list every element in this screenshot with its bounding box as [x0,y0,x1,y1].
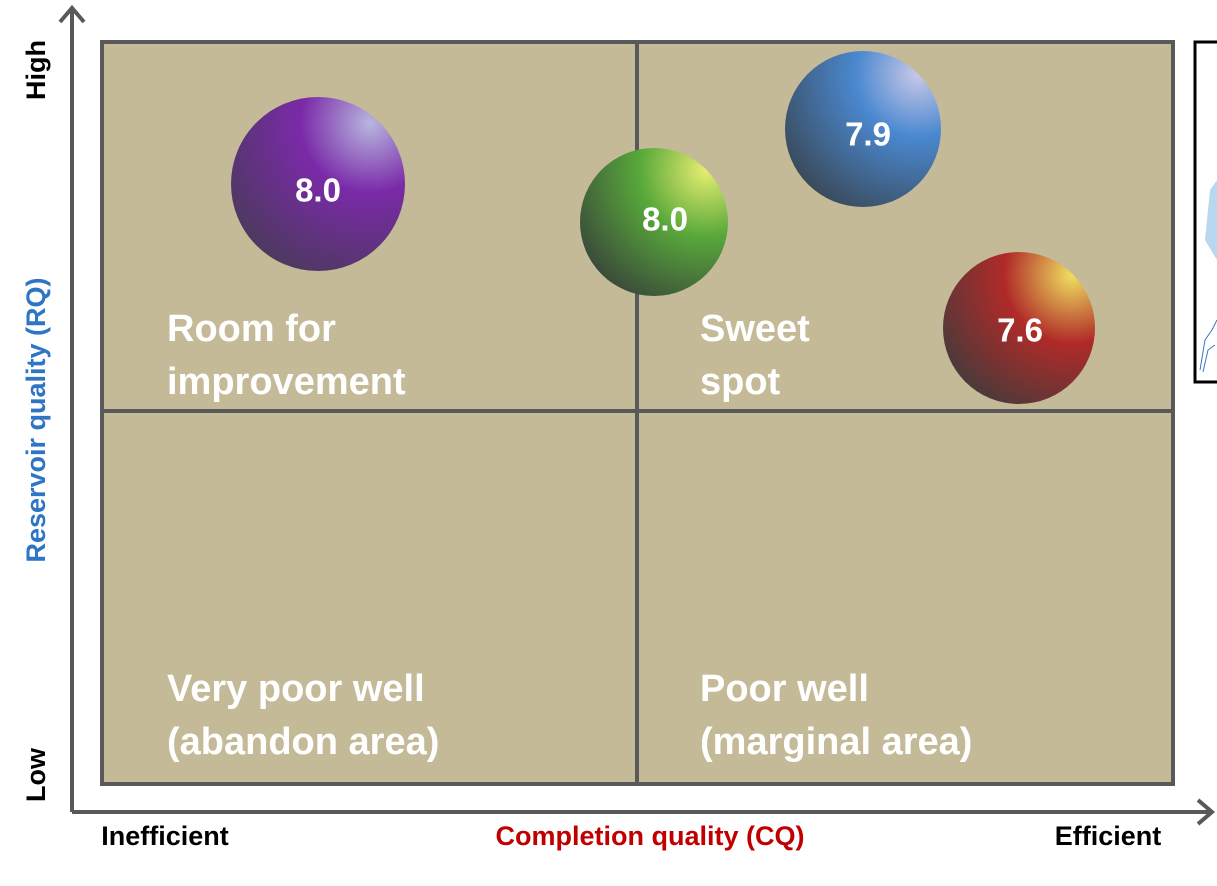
bubble-label: 7.6 [997,312,1043,349]
bubble [943,252,1095,404]
quadrant-label: Sweet [700,308,810,350]
bubble [580,148,728,296]
bubble [231,97,405,271]
axes [58,4,1216,826]
bubble-label: 8.0 [295,172,341,209]
quadrant-label: Poor well [700,668,869,710]
bubble-label: 7.9 [845,116,891,153]
quadrant-label: (abandon area) [167,721,439,763]
x-high: Efficient [1055,821,1162,851]
quadrant-label: Very poor well [167,668,425,710]
y-title: Reservoir quality (RQ) [21,277,51,562]
quadrant-label: (marginal area) [700,721,972,763]
x-low: Inefficient [101,821,229,851]
bubble-label: 8.0 [642,201,688,238]
quadrant-label: spot [700,361,781,403]
y-low: Low [21,747,51,802]
bubble [785,51,941,207]
x-title: Completion quality (CQ) [496,821,805,851]
inset-map [1193,40,1217,384]
quadrant-label: Room for [167,308,336,350]
y-high: High [21,40,51,100]
quadrant-label: improvement [167,361,406,403]
